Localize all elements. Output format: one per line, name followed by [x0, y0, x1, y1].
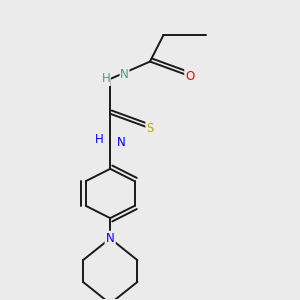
Text: N: N: [117, 136, 126, 149]
Text: O: O: [185, 70, 194, 83]
Text: N: N: [120, 68, 129, 81]
Text: N: N: [106, 232, 115, 245]
Text: S: S: [146, 122, 154, 135]
Text: H: H: [101, 73, 110, 85]
Text: H: H: [95, 134, 103, 146]
